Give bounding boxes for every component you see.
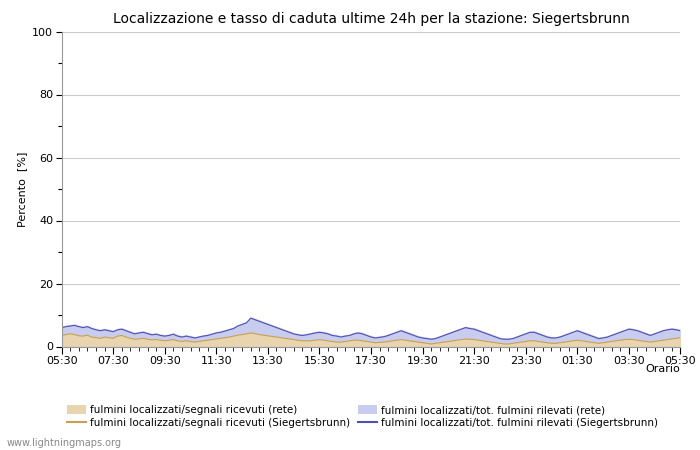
Legend: fulmini localizzati/segnali ricevuti (rete), fulmini localizzati/segnali ricevut: fulmini localizzati/segnali ricevuti (re… [66,405,658,428]
Text: Orario: Orario [645,364,680,374]
Y-axis label: Percento  [%]: Percento [%] [17,151,27,227]
Title: Localizzazione e tasso di caduta ultime 24h per la stazione: Siegertsbrunn: Localizzazione e tasso di caduta ultime … [113,12,629,26]
Text: www.lightningmaps.org: www.lightningmaps.org [7,438,122,448]
